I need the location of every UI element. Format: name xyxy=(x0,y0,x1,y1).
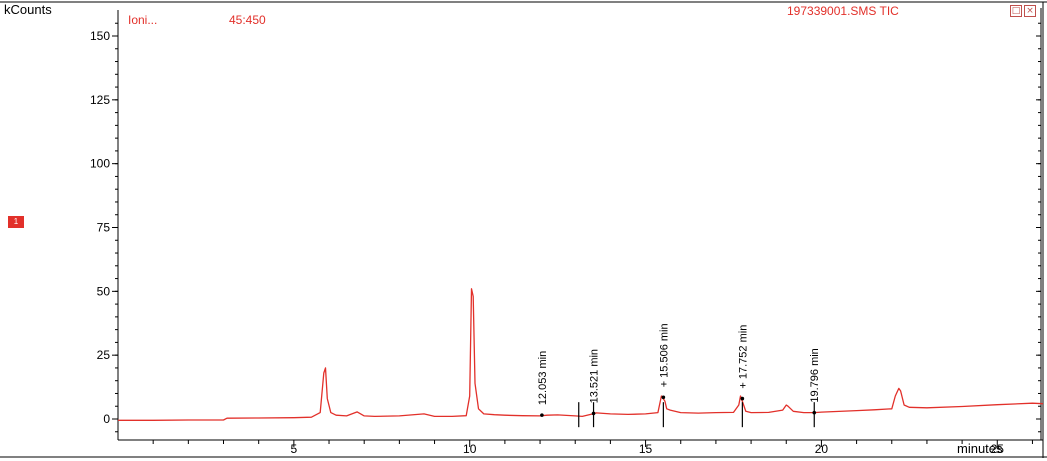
y-tick-label: 150 xyxy=(90,29,110,43)
y-tick-label: 125 xyxy=(90,93,110,107)
peak-marker xyxy=(591,411,596,416)
y-ticks: 0 25 50 75 100 125 150 xyxy=(90,29,1041,426)
trace-number-badge[interactable]: 1 xyxy=(8,216,24,228)
restore-icon[interactable]: □ xyxy=(1010,5,1022,17)
peak-annotation: 13.521 min xyxy=(589,349,601,403)
y-tick-label: 0 xyxy=(103,412,110,426)
x-axis-label: minutes xyxy=(957,441,1003,456)
x-tick-label: 15 xyxy=(639,442,653,456)
close-icon[interactable]: × xyxy=(1024,5,1036,17)
peak-annotation: + 15.506 min xyxy=(658,323,670,387)
x-tick-label: 20 xyxy=(815,442,829,456)
peak-annotation: 19.796 min xyxy=(809,348,821,402)
peak-annotations: 12.053 min 13.521 min + 15.506 min + 17.752… xyxy=(537,323,821,417)
ion-value: 45:450 xyxy=(229,13,266,27)
x-tick-label: 5 xyxy=(291,442,298,456)
x-tick-label: 10 xyxy=(463,442,477,456)
y-tick-label: 50 xyxy=(97,284,111,298)
y-tick-label: 100 xyxy=(90,157,110,171)
peak-marker xyxy=(661,395,666,400)
y-tick-label: 25 xyxy=(97,348,111,362)
peak-marker xyxy=(812,410,817,415)
y-tick-label: 75 xyxy=(97,221,111,235)
file-label: 197339001.SMS TIC xyxy=(787,4,899,18)
ion-label: Ioni... xyxy=(128,13,157,27)
minor-ticks xyxy=(115,22,1041,433)
x-tick-label: 25 xyxy=(991,442,1005,456)
tic-trace xyxy=(118,288,1044,421)
baseline-marks xyxy=(578,402,815,428)
peak-annotation: + 17.752 min xyxy=(737,325,749,389)
peak-annotation: 12.053 min xyxy=(537,351,549,405)
x-ticks: 5 10 15 20 25 xyxy=(152,440,1033,456)
y-axis-label: kCounts xyxy=(4,2,52,17)
peak-marker xyxy=(740,396,745,401)
peak-marker xyxy=(540,413,544,417)
